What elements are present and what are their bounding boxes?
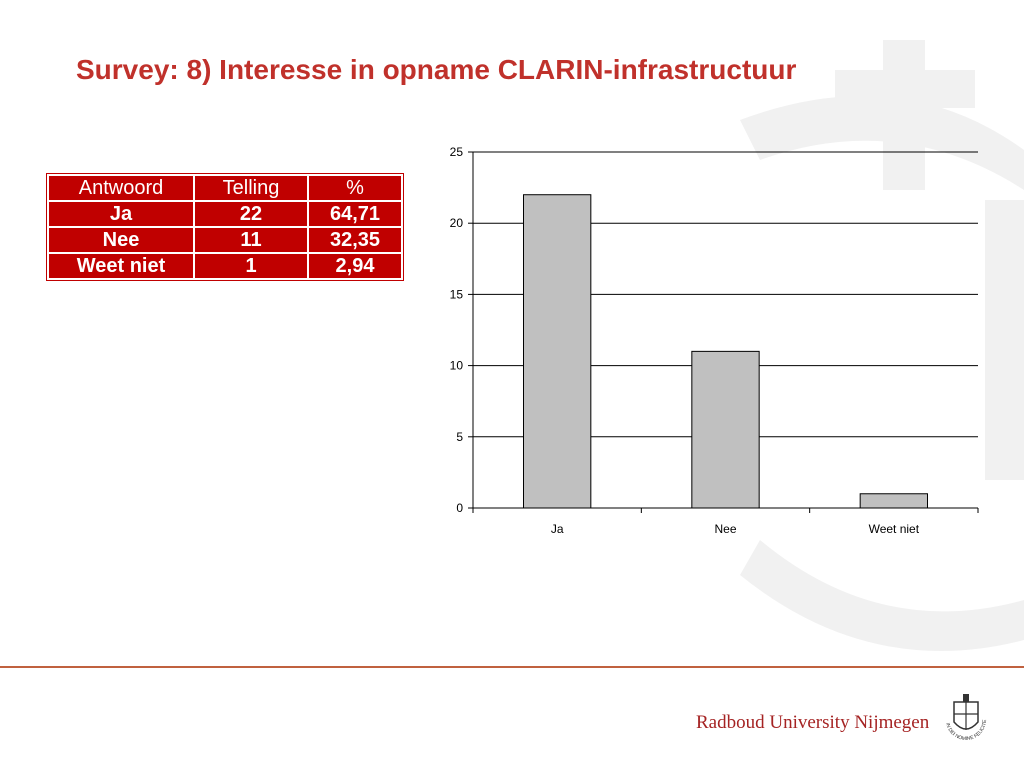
y-tick-label: 20 [450, 216, 464, 230]
x-tick-label: Weet niet [869, 522, 920, 536]
page-title: Survey: 8) Interesse in opname CLARIN-in… [76, 54, 797, 85]
cell-percent: 64,71 [307, 200, 403, 228]
results-table: Antwoord Telling % Ja 22 64,71 Nee 11 32… [46, 173, 404, 281]
header-antwoord: Antwoord [47, 174, 195, 202]
table-header-row: Antwoord Telling % [47, 174, 403, 202]
header-percent: % [307, 174, 403, 202]
y-tick-label: 5 [456, 430, 463, 444]
bar-ja [523, 194, 592, 509]
bar-weet-niet [859, 493, 928, 509]
cell-count: 11 [193, 226, 309, 254]
y-tick-label: 10 [450, 359, 464, 373]
header-telling: Telling [193, 174, 309, 202]
y-tick-label: 0 [456, 501, 463, 515]
cell-percent: 2,94 [307, 252, 403, 280]
bar-nee [691, 350, 760, 509]
cell-count: 1 [193, 252, 309, 280]
y-tick-label: 25 [450, 145, 464, 159]
cell-answer: Weet niet [47, 252, 195, 280]
radboud-seal-icon: IN DEI NOMINE FELICITER [938, 690, 989, 742]
cell-percent: 32,35 [307, 226, 403, 254]
table-row: Ja 22 64,71 [47, 200, 403, 228]
x-tick-label: Nee [714, 522, 736, 536]
y-tick-label: 15 [450, 287, 464, 301]
table-row: Nee 11 32,35 [47, 226, 403, 254]
table-row: Weet niet 1 2,94 [47, 252, 403, 280]
cell-count: 22 [193, 200, 309, 228]
cell-answer: Ja [47, 200, 195, 228]
university-name: Radboud University Nijmegen [696, 712, 930, 733]
cell-answer: Nee [47, 226, 195, 254]
footer-divider [0, 666, 1024, 668]
x-tick-label: Ja [551, 522, 564, 536]
bar-chart: 0 5 10 15 20 25 Ja Nee Weet niet [450, 145, 979, 536]
